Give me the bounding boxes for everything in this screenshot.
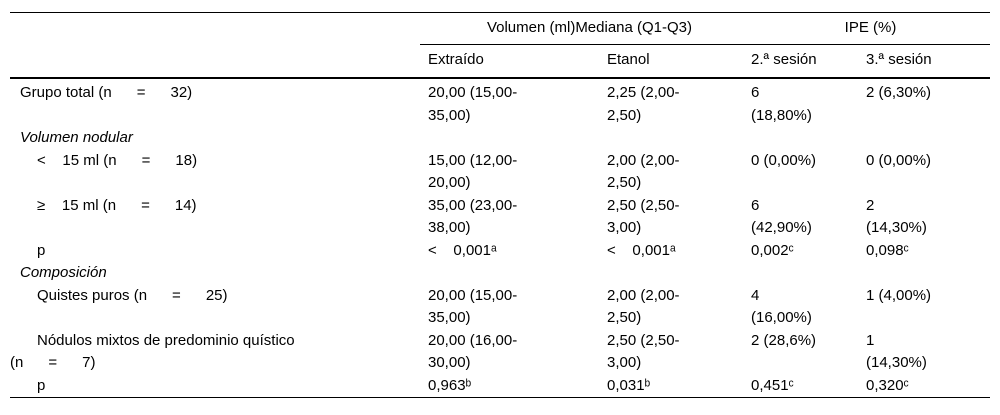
table-row: Composición	[10, 262, 990, 285]
column-header-row: Extraído Etanol 2.ª sesión 3.ª sesión	[10, 45, 990, 77]
table-row: Quistes puros (n = 25) 20,00 (15,00- 35,…	[10, 285, 990, 330]
span-header-row: Volumen (ml)Mediana (Q1-Q3) IPE (%)	[10, 13, 990, 44]
table-row: Volumen nodular	[10, 127, 990, 150]
cell-sesion3: 2 (14,30%)	[866, 196, 927, 237]
cell-extraido	[428, 262, 607, 285]
cell-sesion3: 1 (14,30%)	[866, 331, 927, 372]
table-row-pvalue: p < 0,001ᵃ < 0,001ᵃ 0,002ᶜ 0,098ᶜ	[10, 240, 990, 263]
cell-extraido: < 0,001ᵃ	[428, 241, 497, 259]
span-header-ipe: IPE (%)	[844, 18, 897, 36]
cell-sesion2: 2 (28,6%)	[751, 331, 817, 349]
table-rule-top	[10, 12, 990, 13]
cell-extraido: 20,00 (15,00- 35,00)	[428, 286, 518, 327]
table-row: Nódulos mixtos de predominio quístico (n…	[10, 330, 990, 375]
table-row-pvalue: p 0,963ᵇ 0,031ᵇ 0,451ᶜ 0,320ᶜ	[10, 375, 990, 398]
cell-extraido: 15,00 (12,00- 20,00)	[428, 151, 518, 192]
cell-sesion2: 6 (18,80%)	[751, 84, 812, 124]
cell-extraido	[428, 127, 607, 150]
table-row: Grupo total (n = 32) 20,00 (15,00- 35,00…	[10, 82, 990, 127]
cell-sesion3: 0 (0,00%)	[866, 151, 932, 169]
cell-etanol: < 0,001ᵃ	[607, 241, 676, 259]
cell-sesion2	[751, 127, 866, 150]
cell-extraido: 20,00 (16,00- 30,00)	[428, 331, 518, 372]
row-label-section: Composición	[20, 264, 107, 281]
column-header-etanol: Etanol	[607, 50, 650, 68]
table-rule-header-separator	[10, 77, 990, 79]
cell-sesion3: 1 (4,00%)	[866, 286, 932, 304]
cell-etanol: 2,00 (2,00- 2,50)	[607, 286, 680, 327]
row-label: p	[37, 376, 46, 394]
row-label: Grupo total (n = 32)	[20, 84, 193, 101]
table-rule-bottom	[10, 397, 990, 398]
cell-extraido: 0,963ᵇ	[428, 376, 472, 394]
cell-sesion2	[751, 262, 866, 285]
row-label: < 15 ml (n = 18)	[37, 151, 198, 169]
row-label-section: Volumen nodular	[20, 129, 133, 146]
cell-sesion2: 4 (16,00%)	[751, 286, 812, 327]
cell-sesion3: 0,320ᶜ	[866, 376, 909, 394]
cell-etanol: 2,25 (2,00- 2,50)	[607, 84, 680, 124]
cell-etanol: 2,50 (2,50- 3,00)	[607, 196, 680, 237]
table-row: ≥ 15 ml (n = 14) 35,00 (23,00- 38,00) 2,…	[10, 195, 990, 240]
cell-extraido: 35,00 (23,00- 38,00)	[428, 196, 518, 237]
column-header-sesion3: 3.ª sesión	[866, 50, 932, 68]
table-rule-under-spanners	[420, 44, 990, 45]
row-label: p	[37, 241, 46, 259]
row-label: Nódulos mixtos de predominio quístico (n…	[10, 331, 295, 372]
cell-sesion2: 0,002ᶜ	[751, 241, 794, 259]
results-table: Volumen (ml)Mediana (Q1-Q3) IPE (%) Extr…	[10, 12, 990, 398]
column-header-sesion2: 2.ª sesión	[751, 50, 817, 68]
cell-etanol: 0,031ᵇ	[607, 376, 651, 394]
cell-sesion3	[866, 127, 990, 150]
cell-sesion2: 0 (0,00%)	[751, 151, 817, 169]
row-label: ≥ 15 ml (n = 14)	[37, 196, 197, 214]
cell-etanol	[607, 262, 751, 285]
span-header-volumen: Volumen (ml)Mediana (Q1-Q3)	[486, 18, 693, 36]
cell-sesion3: 2 (6,30%)	[866, 84, 932, 101]
table-body: Grupo total (n = 32) 20,00 (15,00- 35,00…	[10, 79, 990, 397]
cell-sesion3: 0,098ᶜ	[866, 241, 909, 259]
column-header-extraido: Extraído	[428, 50, 484, 68]
cell-sesion2: 0,451ᶜ	[751, 376, 794, 394]
cell-etanol	[607, 127, 751, 150]
row-label: Quistes puros (n = 25)	[37, 286, 228, 304]
cell-sesion2: 6 (42,90%)	[751, 196, 812, 237]
table-row: < 15 ml (n = 18) 15,00 (12,00- 20,00) 2,…	[10, 150, 990, 195]
cell-sesion3	[866, 262, 990, 285]
cell-extraido: 20,00 (15,00- 35,00)	[428, 84, 518, 124]
cell-etanol: 2,50 (2,50- 3,00)	[607, 331, 680, 372]
cell-etanol: 2,00 (2,00- 2,50)	[607, 151, 680, 192]
